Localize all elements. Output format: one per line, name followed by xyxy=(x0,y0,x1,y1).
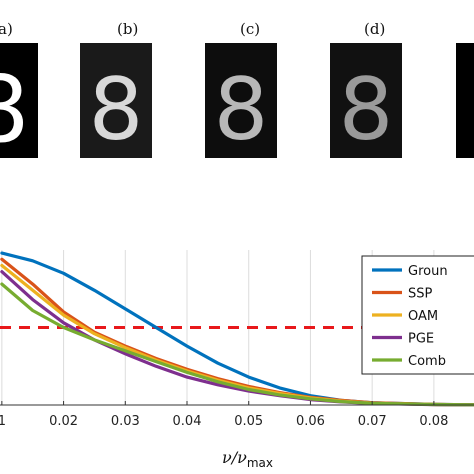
digit-image-d: 8 xyxy=(330,43,402,158)
panel-label-d: (d) xyxy=(364,20,386,38)
resolution-chart: 1 0.02 0.03 0.04 0.05 0.06 0.07 0.08 Groun SSP OA… xyxy=(0,250,474,429)
digit-d-text: 8 xyxy=(339,60,394,158)
digit-d-graphic: 8 xyxy=(330,43,402,158)
x-axis-label-main: ν/ν xyxy=(222,448,247,467)
legend-label: PGE xyxy=(408,332,434,347)
digit-c-graphic: 8 xyxy=(205,43,277,158)
digit-d-bg xyxy=(330,43,402,158)
x-tick-label: 0.02 xyxy=(49,414,78,429)
digit-image-a: 8 xyxy=(0,43,38,158)
legend-label: Groun xyxy=(408,264,448,279)
chart-legend: Groun SSP OAM PGE Comb xyxy=(361,255,474,375)
digit-b-graphic: 8 xyxy=(80,43,152,158)
x-tick-labels: 1 0.02 0.03 0.04 0.05 0.06 0.07 0.08 xyxy=(0,414,448,429)
x-tick-label: 0.05 xyxy=(234,414,263,429)
legend-label: SSP xyxy=(408,287,433,302)
x-tick-label: 0.06 xyxy=(296,414,325,429)
digit-image-c: 8 xyxy=(205,43,277,158)
series-line-comb xyxy=(0,282,474,407)
x-tick-label: 0.04 xyxy=(173,414,202,429)
chart-axes xyxy=(0,401,474,406)
digit-image-b: 8 xyxy=(80,43,152,158)
digit-c-bg xyxy=(205,43,277,158)
digit-b-text: 8 xyxy=(89,60,144,158)
x-tick-label: 0.03 xyxy=(111,414,140,429)
legend-label: OAM xyxy=(408,309,438,324)
panel-label-b: (b) xyxy=(117,20,139,38)
x-axis-label: ν/νmax xyxy=(222,448,273,470)
digit-c-text: 8 xyxy=(214,60,269,158)
panel-label-c: (c) xyxy=(240,20,261,38)
x-tick-label: 0.08 xyxy=(419,414,448,429)
digit-a-text: 8 xyxy=(0,56,29,158)
digit-a-graphic: 8 xyxy=(0,56,29,158)
digit-image-e xyxy=(456,43,474,158)
x-tick-label: 1 xyxy=(0,414,6,429)
legend-label: Comb xyxy=(408,354,446,369)
panel-label-a: a) xyxy=(0,20,13,38)
x-tick-label: 0.07 xyxy=(358,414,387,429)
digit-b-bg xyxy=(80,43,152,158)
x-axis-label-sub: max xyxy=(246,456,273,470)
chart-series xyxy=(0,251,474,407)
